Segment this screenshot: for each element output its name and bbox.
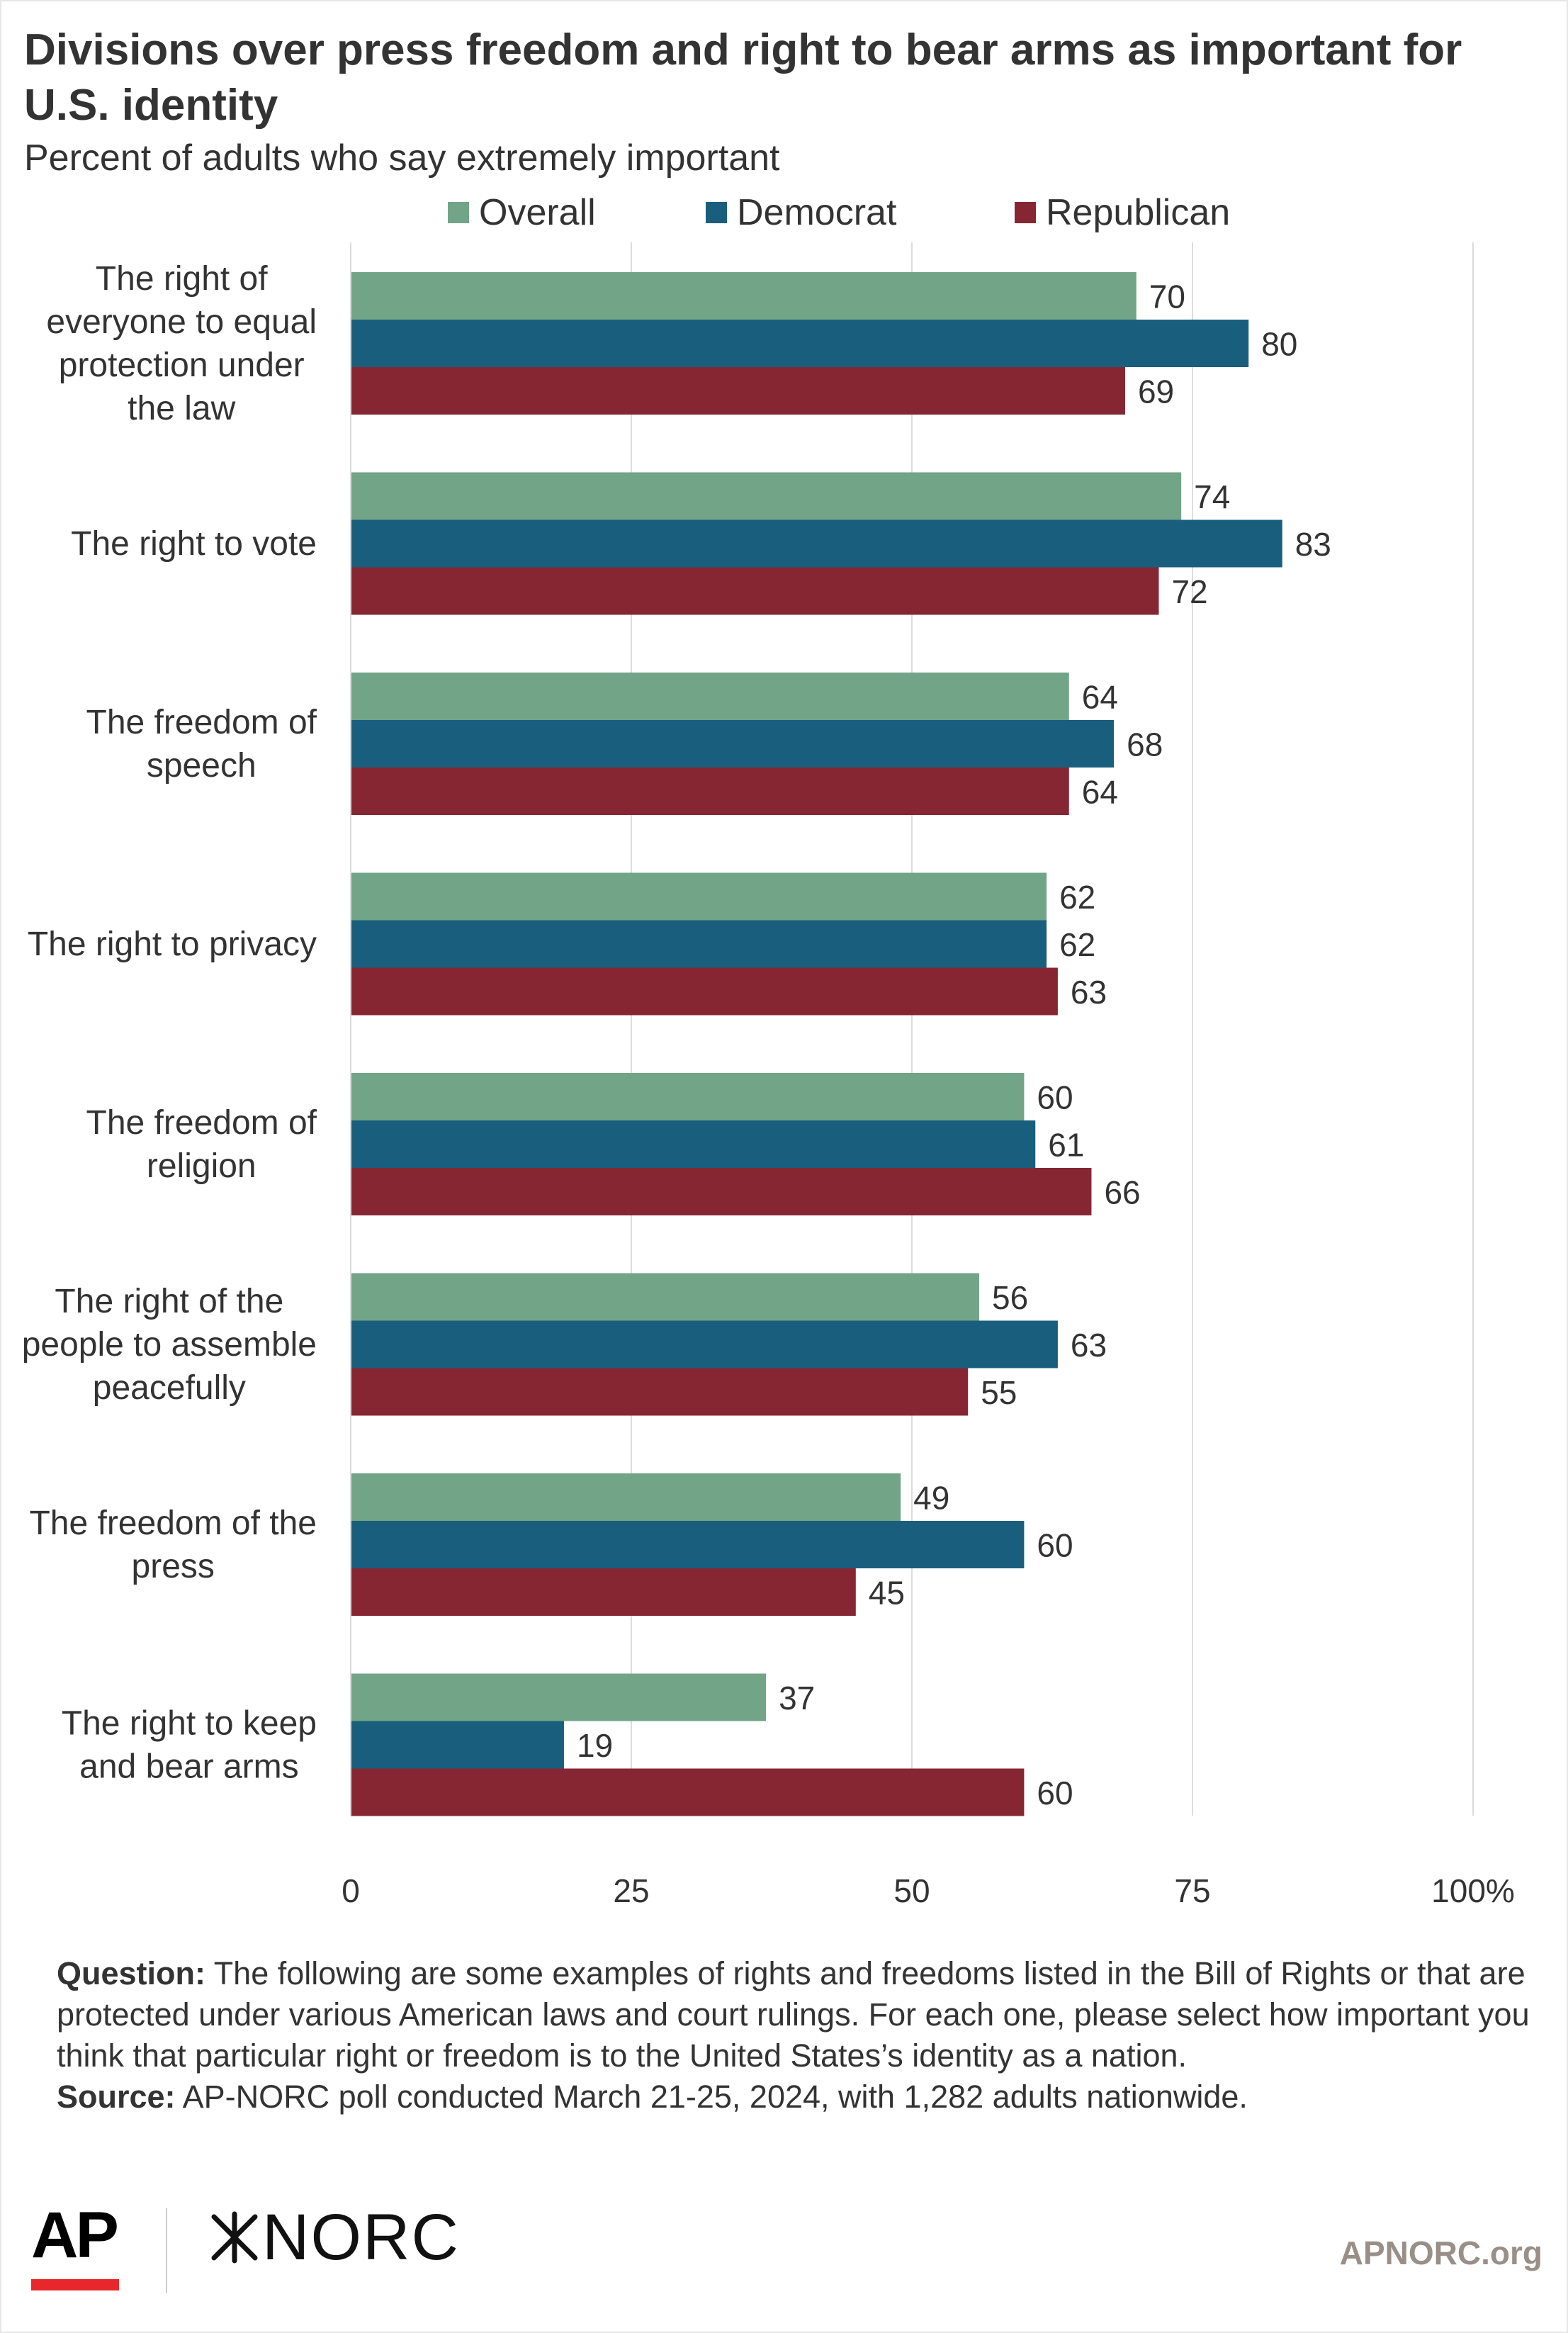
- category-label-7-line-0: The right to keep: [62, 1705, 317, 1743]
- x-tick-label-100: 100%: [1431, 1872, 1515, 1909]
- bar-overall-0: [351, 272, 1136, 320]
- bar-democrat-4: [351, 1120, 1036, 1168]
- value-label-overall-3: 62: [1059, 879, 1095, 916]
- x-tick-label-0: 0: [342, 1872, 360, 1909]
- ap-logo-underline: [31, 2279, 119, 2290]
- value-label-overall-0: 70: [1149, 279, 1185, 315]
- value-label-overall-2: 64: [1082, 679, 1118, 716]
- x-tick-label-50: 50: [893, 1872, 930, 1909]
- legend-swatch-overall: [448, 202, 469, 223]
- bar-republican-6: [351, 1568, 856, 1616]
- legend-item-republican: Republican: [1015, 186, 1230, 240]
- category-label-6-line-1: press: [132, 1548, 215, 1585]
- site-url: APNORC.org: [1339, 2234, 1542, 2271]
- value-label-republican-6: 45: [869, 1575, 905, 1612]
- value-label-democrat-7: 19: [577, 1727, 613, 1764]
- value-label-overall-7: 37: [779, 1680, 815, 1716]
- value-label-republican-4: 66: [1104, 1174, 1140, 1211]
- bar-overall-4: [351, 1073, 1025, 1120]
- value-label-democrat-2: 68: [1127, 726, 1163, 763]
- norc-logo-text: NORC: [262, 2201, 460, 2273]
- value-label-overall-5: 56: [992, 1279, 1028, 1316]
- category-label-0-line-0: The right of: [96, 260, 268, 298]
- legend-swatch-republican: [1015, 202, 1036, 223]
- ap-logo-text: AP: [31, 2199, 119, 2271]
- question-text: The following are some examples of right…: [57, 1955, 1530, 2074]
- x-tick-label-25: 25: [613, 1872, 649, 1909]
- bar-republican-7: [351, 1768, 1025, 1816]
- category-label-0-line-3: the law: [128, 390, 235, 427]
- question-label: Question:: [57, 1955, 205, 1991]
- value-label-democrat-5: 63: [1071, 1327, 1107, 1364]
- value-label-democrat-4: 61: [1048, 1127, 1084, 1164]
- chart-title: Divisions over press freedom and right t…: [24, 26, 1462, 130]
- legend-item-overall: Overall: [448, 186, 596, 240]
- category-label-7-line-1: and bear arms: [79, 1748, 299, 1786]
- logo-divider: [166, 2208, 167, 2293]
- value-label-democrat-1: 83: [1295, 526, 1331, 563]
- bar-democrat-5: [351, 1320, 1058, 1368]
- legend-swatch-democrat: [706, 202, 727, 223]
- value-label-democrat-6: 60: [1037, 1527, 1073, 1564]
- bar-republican-0: [351, 367, 1125, 415]
- value-label-democrat-0: 80: [1261, 326, 1297, 363]
- norc-logo: NORC: [207, 2201, 460, 2273]
- bar-overall-6: [351, 1473, 901, 1521]
- bar-republican-1: [351, 567, 1159, 615]
- bar-overall-3: [351, 872, 1047, 921]
- bar-republican-2: [351, 768, 1069, 815]
- bar-democrat-3: [351, 920, 1047, 968]
- value-label-overall-4: 60: [1037, 1079, 1073, 1116]
- bar-democrat-2: [351, 720, 1115, 768]
- category-label-2-line-0: The freedom of: [86, 704, 317, 741]
- x-tick-label-75: 75: [1174, 1872, 1210, 1909]
- bar-democrat-0: [351, 320, 1249, 367]
- value-label-democrat-3: 62: [1059, 926, 1095, 963]
- category-label-6-line-0: The freedom of the: [29, 1505, 317, 1542]
- ap-logo: AP: [31, 2200, 123, 2292]
- bar-republican-3: [351, 967, 1058, 1016]
- bar-democrat-1: [351, 519, 1282, 568]
- category-label-0-line-1: everyone to equal: [46, 303, 317, 341]
- norc-star-icon: [211, 2211, 258, 2264]
- category-label-3-line-0: The right to privacy: [28, 926, 317, 963]
- value-label-republican-2: 64: [1082, 774, 1118, 811]
- value-label-overall-6: 49: [913, 1480, 949, 1517]
- value-label-republican-1: 72: [1171, 573, 1207, 610]
- value-label-republican-5: 55: [981, 1374, 1017, 1411]
- value-label-republican-3: 63: [1071, 974, 1107, 1011]
- chart-subtitle: Percent of adults who say extremely impo…: [24, 137, 780, 179]
- category-label-0-line-2: protection under: [59, 347, 305, 384]
- legend-label-overall: Overall: [479, 192, 596, 233]
- category-label-2-line-1: speech: [147, 747, 256, 785]
- category-label-5-line-0: The right of the: [55, 1283, 283, 1320]
- bar-democrat-7: [351, 1721, 564, 1769]
- category-label-4-line-0: The freedom of: [86, 1104, 317, 1142]
- legend: Overall Democrat Republican: [0, 186, 1568, 240]
- legend-item-democrat: Democrat: [706, 186, 896, 240]
- category-label-4-line-1: religion: [147, 1147, 256, 1185]
- value-label-republican-0: 69: [1138, 373, 1174, 410]
- bar-overall-1: [351, 472, 1182, 520]
- bar-overall-2: [351, 673, 1069, 720]
- category-label-5-line-1: people to assemble: [22, 1326, 317, 1364]
- legend-label-democrat: Democrat: [737, 192, 897, 233]
- bar-republican-4: [351, 1168, 1092, 1215]
- value-label-republican-7: 60: [1037, 1775, 1073, 1811]
- bar-republican-5: [351, 1368, 969, 1416]
- bar-overall-7: [351, 1673, 767, 1721]
- category-label-1-line-0: The right to vote: [71, 525, 317, 563]
- bar-overall-5: [351, 1273, 980, 1321]
- category-label-5-line-2: peacefully: [93, 1369, 246, 1407]
- bar-chart: 70 80 69 The right of everyone to equal prote…: [22, 242, 1515, 1909]
- source-text: AP-NORC poll conducted March 21-25, 2024…: [175, 2079, 1248, 2115]
- legend-label-republican: Republican: [1046, 192, 1231, 233]
- value-label-overall-1: 74: [1194, 478, 1230, 515]
- bar-democrat-6: [351, 1521, 1025, 1568]
- source-label: Source:: [57, 2079, 176, 2115]
- chart-notes: Question: The following are some example…: [57, 1953, 1545, 2118]
